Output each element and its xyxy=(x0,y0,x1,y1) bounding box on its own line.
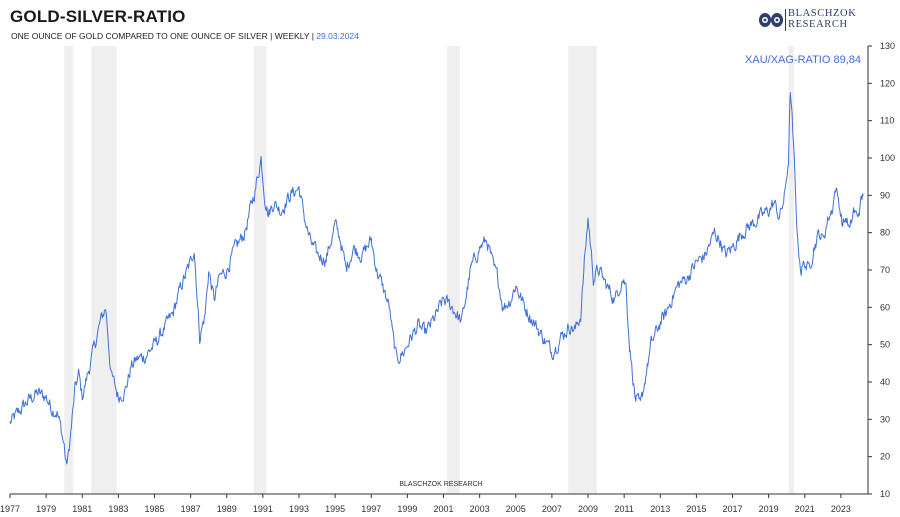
x-tick-label: 2017 xyxy=(723,504,743,514)
x-tick-label: 2023 xyxy=(831,504,851,514)
x-tick-label: 1991 xyxy=(253,504,273,514)
x-tick-label: 2009 xyxy=(578,504,598,514)
x-tick-label: 1981 xyxy=(72,504,92,514)
y-tick-label: 120 xyxy=(880,78,895,88)
logo-line-2: RESEARCH xyxy=(788,19,848,30)
x-tick-label: 1997 xyxy=(361,504,381,514)
y-tick-label: 130 xyxy=(880,41,895,51)
x-tick-label: 2011 xyxy=(614,504,633,514)
x-tick-label: 1983 xyxy=(108,504,128,514)
recession-band xyxy=(91,46,117,494)
x-tick-label: 1977 xyxy=(0,504,20,514)
logo-divider xyxy=(785,9,786,31)
x-tick-label: 2021 xyxy=(795,504,815,514)
y-axis: 10 20 30 40 50 60 70 80 90 100 110 120 130 xyxy=(867,41,895,499)
ratio-series-line xyxy=(9,92,864,465)
owl-logo-icon xyxy=(759,13,783,27)
recession-band xyxy=(447,46,460,494)
y-tick-label: 90 xyxy=(880,190,890,200)
watermark: BLASCHZOK RESEARCH xyxy=(399,481,482,488)
series-label: XAU/XAG-RATIO 89,84 xyxy=(745,54,861,66)
chart-title: GOLD-SILVER-RATIO xyxy=(10,7,186,26)
y-tick-label: 70 xyxy=(880,265,890,275)
x-tick-label: 1989 xyxy=(217,504,237,514)
y-tick-label: 100 xyxy=(880,153,895,163)
x-tick-label: 2015 xyxy=(686,504,706,514)
x-tick-label: 2007 xyxy=(542,504,562,514)
recession-band xyxy=(788,46,794,494)
logo-line-1: BLASCHZOK xyxy=(788,8,857,19)
y-tick-label: 60 xyxy=(880,302,890,312)
y-tick-label: 80 xyxy=(880,228,890,238)
x-tick-label: 2013 xyxy=(650,504,670,514)
y-tick-label: 30 xyxy=(880,414,890,424)
x-tick-label: 2003 xyxy=(470,504,490,514)
x-axis: 1977 1979 1981 1983 1985 1987 1989 1991 1993 1995… xyxy=(0,493,868,514)
recession-band xyxy=(64,46,74,494)
x-tick-label: 2005 xyxy=(506,504,526,514)
x-tick-label: 1979 xyxy=(36,504,56,514)
x-tick-label: 1993 xyxy=(289,504,309,514)
brand-logo: BLASCHZOK RESEARCH xyxy=(758,6,870,38)
subtitle-date: 29.03.2024 xyxy=(316,31,359,41)
y-tick-label: 110 xyxy=(880,116,894,126)
y-tick-label: 40 xyxy=(880,377,890,387)
x-tick-label: 1999 xyxy=(397,504,417,514)
x-tick-label: 2001 xyxy=(434,504,454,514)
recession-band xyxy=(253,46,267,494)
x-tick-label: 1987 xyxy=(181,504,201,514)
y-tick-label: 10 xyxy=(880,489,890,499)
y-tick-label: 50 xyxy=(880,340,890,350)
x-tick-label: 1995 xyxy=(325,504,345,514)
chart-subtitle: ONE OUNCE OF GOLD COMPARED TO ONE OUNCE … xyxy=(11,31,359,41)
x-tick-label: 1985 xyxy=(144,504,164,514)
subtitle-text: ONE OUNCE OF GOLD COMPARED TO ONE OUNCE … xyxy=(11,31,317,41)
y-tick-label: 20 xyxy=(880,452,890,462)
x-tick-label: 2019 xyxy=(759,504,779,514)
recession-shading xyxy=(64,46,794,494)
logo-text: BLASCHZOK RESEARCH xyxy=(788,8,856,30)
